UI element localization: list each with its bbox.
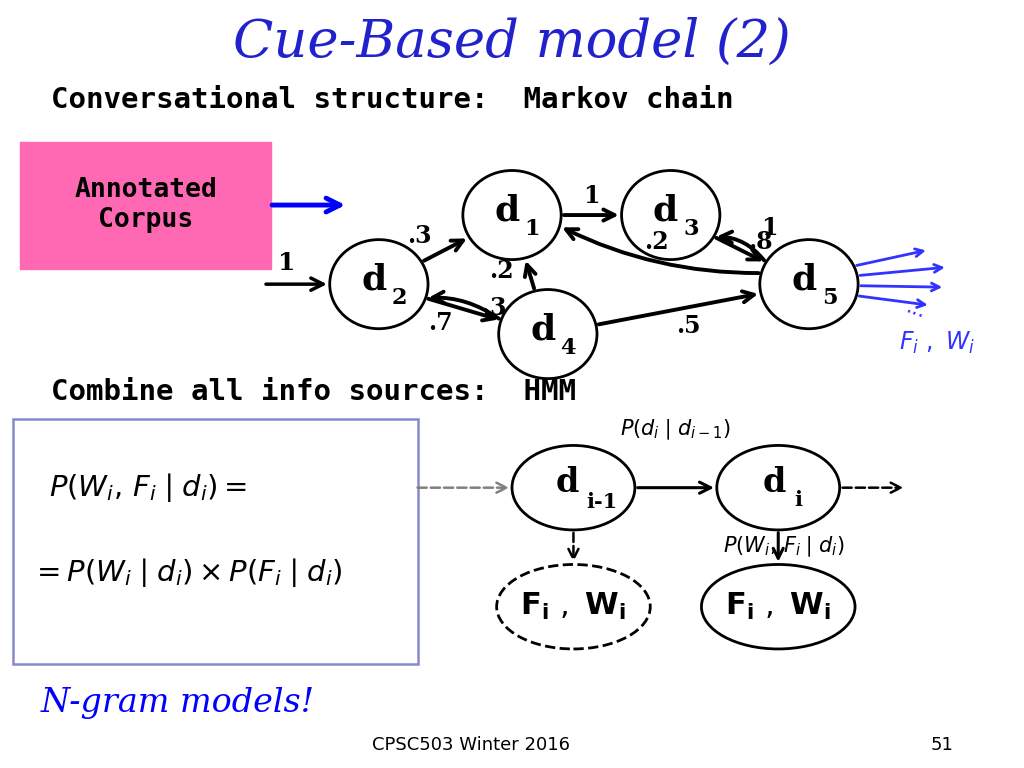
Text: $= P(W_i\mid d_i)\times P(F_i\mid d_i)$: $= P(W_i\mid d_i)\times P(F_i\mid d_i)$: [31, 556, 343, 588]
Text: 1: 1: [524, 218, 541, 240]
Text: d: d: [530, 313, 555, 346]
Text: .7: .7: [428, 311, 454, 335]
Text: 1: 1: [762, 216, 778, 240]
Text: Annotated
Corpus: Annotated Corpus: [75, 177, 217, 233]
Text: .3: .3: [408, 223, 432, 248]
FancyBboxPatch shape: [20, 142, 271, 269]
Text: .8: .8: [748, 230, 773, 254]
Text: .3: .3: [482, 296, 507, 319]
Text: d: d: [792, 263, 816, 296]
Text: d: d: [653, 194, 678, 227]
Text: ...: ...: [904, 296, 929, 323]
Ellipse shape: [497, 564, 650, 649]
Text: $F_i\ ,\ W_i$: $F_i\ ,\ W_i$: [899, 330, 975, 356]
Text: .5: .5: [677, 314, 700, 338]
Text: d: d: [495, 194, 519, 227]
Text: .2: .2: [488, 259, 514, 283]
Text: d: d: [556, 466, 579, 498]
Ellipse shape: [512, 445, 635, 530]
Ellipse shape: [330, 240, 428, 329]
Text: N-gram models!: N-gram models!: [41, 687, 315, 719]
Text: 5: 5: [821, 287, 838, 309]
Ellipse shape: [499, 290, 597, 379]
Text: $P(d_i\mid d_{i-1})$: $P(d_i\mid d_{i-1})$: [621, 418, 731, 442]
Text: Combine all info sources:  HMM: Combine all info sources: HMM: [51, 378, 577, 406]
Text: CPSC503 Winter 2016: CPSC503 Winter 2016: [372, 736, 570, 754]
Text: Conversational structure:  Markov chain: Conversational structure: Markov chain: [51, 86, 734, 114]
Text: Cue-Based model (2): Cue-Based model (2): [233, 17, 791, 68]
Text: d: d: [763, 466, 785, 498]
Ellipse shape: [701, 564, 855, 649]
Ellipse shape: [760, 240, 858, 329]
Text: $\mathbf{F_i}\ ,\ \mathbf{W_i}$: $\mathbf{F_i}\ ,\ \mathbf{W_i}$: [520, 591, 627, 622]
Text: $P(W_i,\,F_i\mid d_i)$: $P(W_i,\,F_i\mid d_i)$: [723, 535, 844, 559]
Text: 4: 4: [560, 337, 577, 359]
Text: d: d: [361, 263, 386, 296]
Text: 2: 2: [391, 287, 408, 309]
Text: i: i: [795, 490, 803, 510]
Ellipse shape: [717, 445, 840, 530]
Text: 3: 3: [683, 218, 699, 240]
Ellipse shape: [622, 170, 720, 260]
Text: .2: .2: [644, 230, 669, 253]
FancyBboxPatch shape: [13, 419, 418, 664]
Text: 1: 1: [279, 250, 295, 275]
Text: $\mathbf{F_i}\ ,\ \mathbf{W_i}$: $\mathbf{F_i}\ ,\ \mathbf{W_i}$: [725, 591, 831, 622]
Text: 51: 51: [931, 736, 953, 754]
Text: i-1: i-1: [587, 492, 617, 511]
Ellipse shape: [463, 170, 561, 260]
Text: $P(W_i,\,F_i\mid d_i) =$: $P(W_i,\,F_i\mid d_i) =$: [49, 472, 248, 504]
Text: 1: 1: [583, 184, 600, 208]
